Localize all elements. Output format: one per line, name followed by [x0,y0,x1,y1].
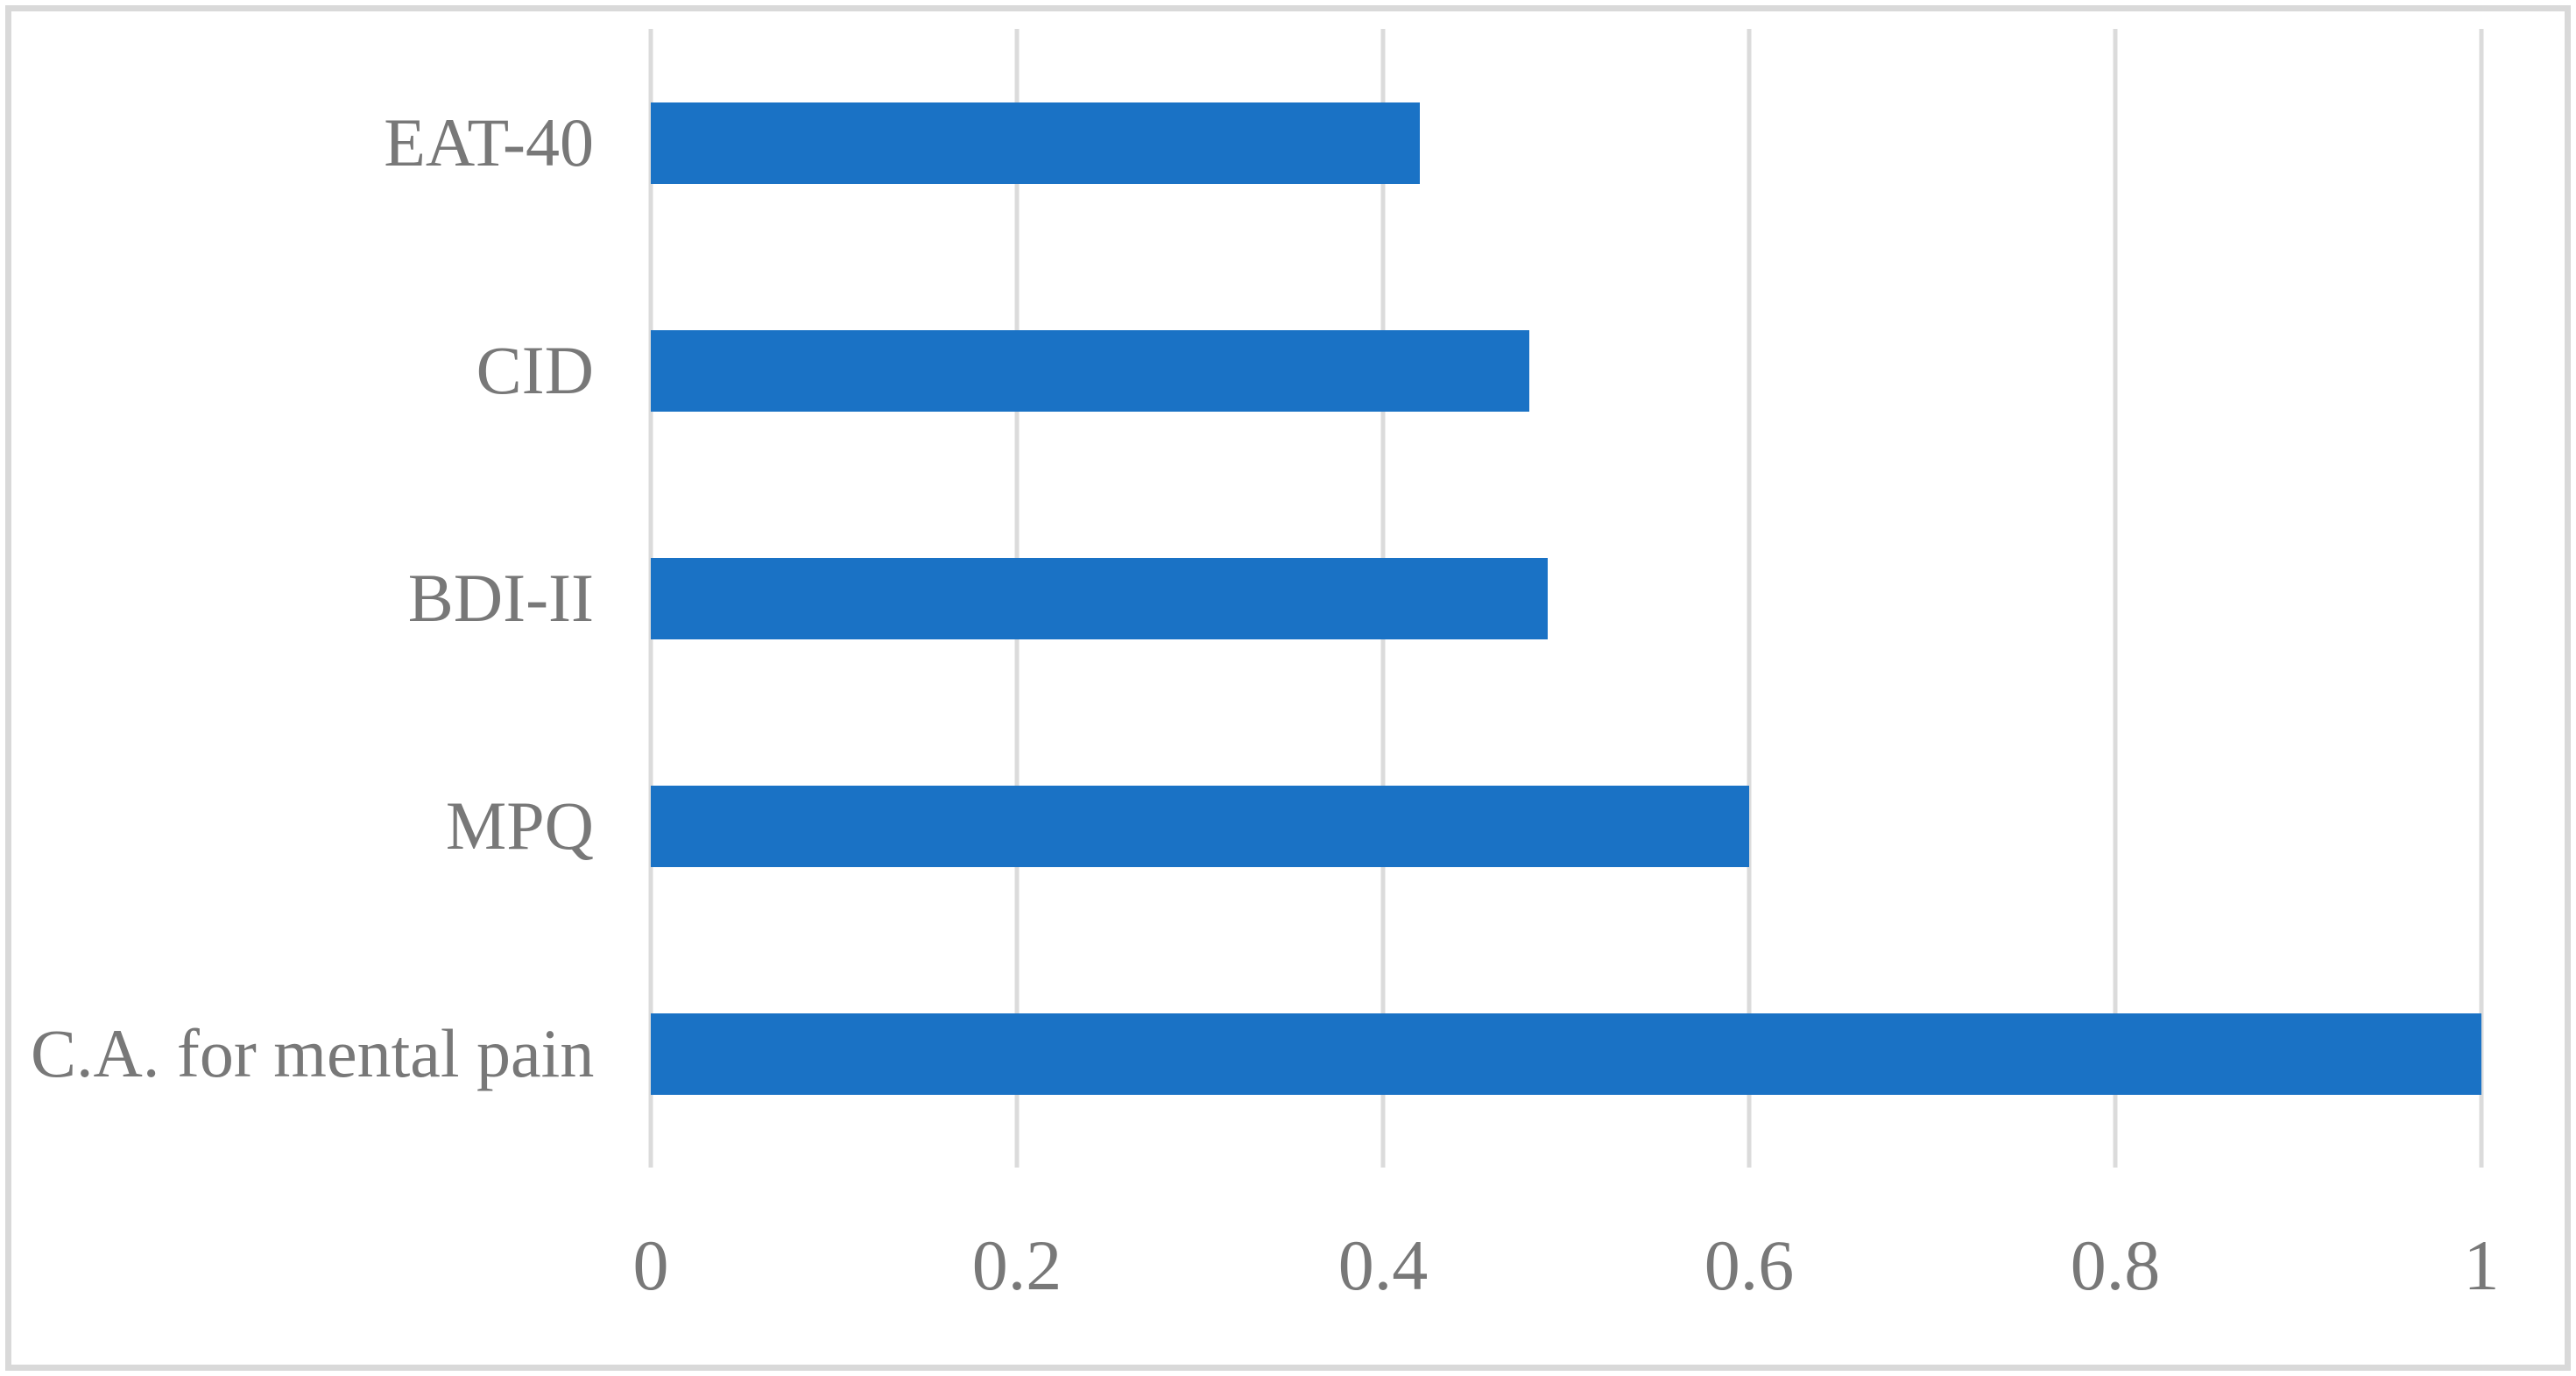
category-label: CID [476,332,594,408]
bar-c-a-for-mental-pain [651,1013,2481,1095]
gridline [2479,29,2484,1168]
chart-frame: EAT-40 CID BDI-II MPQ C.A. for mental pain 0… [5,5,2571,1371]
bar-bdi-ii [651,557,1549,639]
category-label: MPQ [445,787,594,864]
plot-area [648,29,2484,1168]
x-tick-label: 0.6 [1704,1225,1795,1305]
x-tick-label: 0.2 [971,1225,1062,1305]
x-tick-label: 0.8 [2070,1225,2161,1305]
gridline [1747,29,1752,1168]
bar-mpq [651,785,1749,867]
category-label: EAT-40 [384,104,594,180]
x-tick-label: 0 [632,1225,669,1305]
x-tick-label: 1 [2463,1225,2500,1305]
category-label: BDI-II [407,560,594,636]
category-label: C.A. for mental pain [31,1015,595,1091]
gridline [2113,29,2118,1168]
bar-eat-40 [651,102,1420,184]
bar-cid [651,329,1530,412]
x-tick-label: 0.4 [1337,1225,1429,1305]
